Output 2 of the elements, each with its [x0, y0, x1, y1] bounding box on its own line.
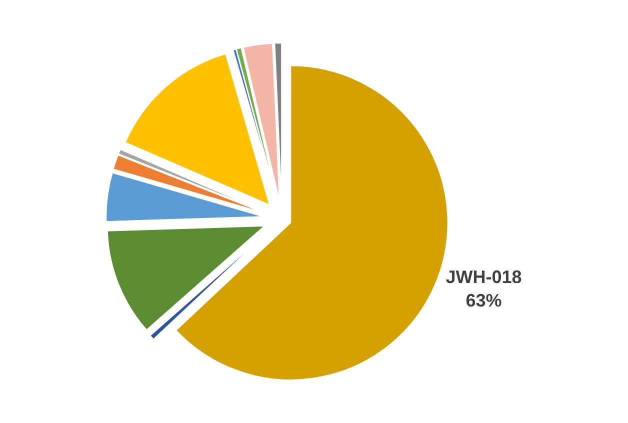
slice-label: JWH-018 [446, 266, 522, 287]
data-label: 63% [466, 290, 502, 310]
